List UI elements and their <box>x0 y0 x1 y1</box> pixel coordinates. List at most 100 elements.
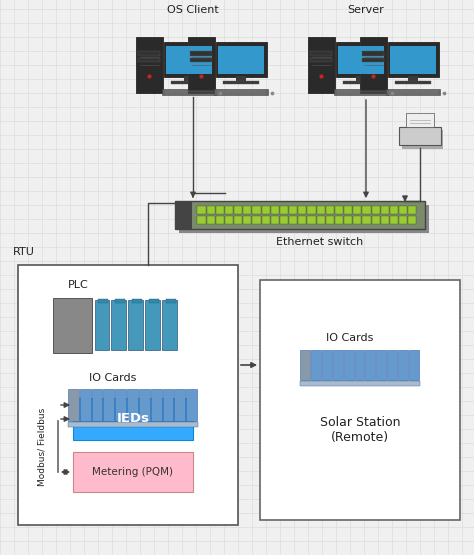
Bar <box>400 127 441 145</box>
Bar <box>317 206 325 214</box>
Bar <box>326 216 334 224</box>
Bar <box>356 76 366 82</box>
Bar <box>207 206 215 214</box>
Bar <box>149 299 159 303</box>
Bar <box>326 206 334 214</box>
Bar <box>216 206 224 214</box>
Text: Modbus/ Fieldbus: Modbus/ Fieldbus <box>37 407 46 486</box>
Bar <box>355 350 365 380</box>
Bar <box>298 206 307 214</box>
Bar <box>335 206 343 214</box>
Bar <box>353 216 362 224</box>
Bar <box>225 216 233 224</box>
Bar <box>219 46 264 74</box>
Text: RTU: RTU <box>13 247 35 257</box>
Bar <box>262 206 270 214</box>
Bar <box>322 350 332 380</box>
Text: Metering (PQM): Metering (PQM) <box>92 467 173 477</box>
Bar <box>310 58 332 62</box>
Bar <box>136 37 163 93</box>
Bar <box>338 46 384 74</box>
Bar <box>409 350 419 380</box>
Bar <box>308 206 316 214</box>
Bar <box>300 381 420 386</box>
Text: IO Cards: IO Cards <box>89 373 137 383</box>
Text: Ethernet switch: Ethernet switch <box>276 237 364 247</box>
Bar <box>53 297 92 352</box>
Bar <box>260 280 460 520</box>
Bar <box>91 389 102 421</box>
Bar <box>390 216 398 224</box>
Bar <box>363 206 371 214</box>
Bar <box>365 350 375 380</box>
Bar <box>191 58 212 62</box>
Text: IO Cards: IO Cards <box>326 333 374 343</box>
Bar <box>95 300 109 350</box>
Bar <box>408 216 417 224</box>
Bar <box>308 37 335 93</box>
Bar <box>381 216 389 224</box>
Bar <box>68 422 198 427</box>
Bar <box>234 216 242 224</box>
Bar <box>334 89 389 95</box>
Bar <box>73 398 193 440</box>
Bar <box>317 216 325 224</box>
Bar <box>175 201 425 229</box>
Bar <box>115 389 126 421</box>
Bar <box>225 206 233 214</box>
Text: Solar Station
(Remote): Solar Station (Remote) <box>320 416 400 444</box>
Bar <box>310 51 332 56</box>
Bar <box>376 350 386 380</box>
Bar <box>298 216 307 224</box>
Bar <box>289 216 297 224</box>
Bar <box>381 206 389 214</box>
Bar <box>363 216 371 224</box>
Bar <box>207 216 215 224</box>
Bar <box>289 206 297 214</box>
Bar <box>138 58 160 62</box>
Bar <box>184 76 194 82</box>
Bar <box>162 300 177 350</box>
Bar <box>271 216 279 224</box>
Bar <box>73 452 193 492</box>
Bar <box>271 206 279 214</box>
Bar <box>390 46 436 74</box>
Bar <box>390 206 398 214</box>
Bar <box>335 216 343 224</box>
Bar <box>243 216 252 224</box>
Bar <box>408 76 419 82</box>
Bar <box>262 216 270 224</box>
Bar <box>236 76 246 82</box>
Bar <box>343 81 379 84</box>
Text: PLC: PLC <box>68 280 89 290</box>
Bar <box>387 350 397 380</box>
Bar <box>280 216 288 224</box>
Bar <box>223 81 259 84</box>
Bar <box>401 130 443 149</box>
Bar <box>344 350 354 380</box>
Bar <box>344 216 352 224</box>
Bar <box>372 206 380 214</box>
Text: Server: Server <box>347 5 384 15</box>
Bar <box>188 37 215 93</box>
Bar <box>146 300 160 350</box>
Bar <box>127 389 138 421</box>
Bar <box>216 216 224 224</box>
Bar <box>363 51 384 56</box>
Bar <box>162 89 217 95</box>
Bar <box>68 389 79 421</box>
Bar <box>179 205 429 233</box>
Bar <box>111 300 127 350</box>
Text: IEDs: IEDs <box>117 412 149 426</box>
Bar <box>214 89 268 95</box>
Text: OS Client: OS Client <box>167 5 219 15</box>
Bar <box>191 51 212 56</box>
Bar <box>151 389 162 421</box>
Bar <box>311 350 321 380</box>
Bar <box>216 42 267 77</box>
Bar <box>139 389 150 421</box>
Bar <box>165 299 176 303</box>
Bar <box>398 350 408 380</box>
Bar <box>399 216 407 224</box>
Bar <box>175 201 192 229</box>
